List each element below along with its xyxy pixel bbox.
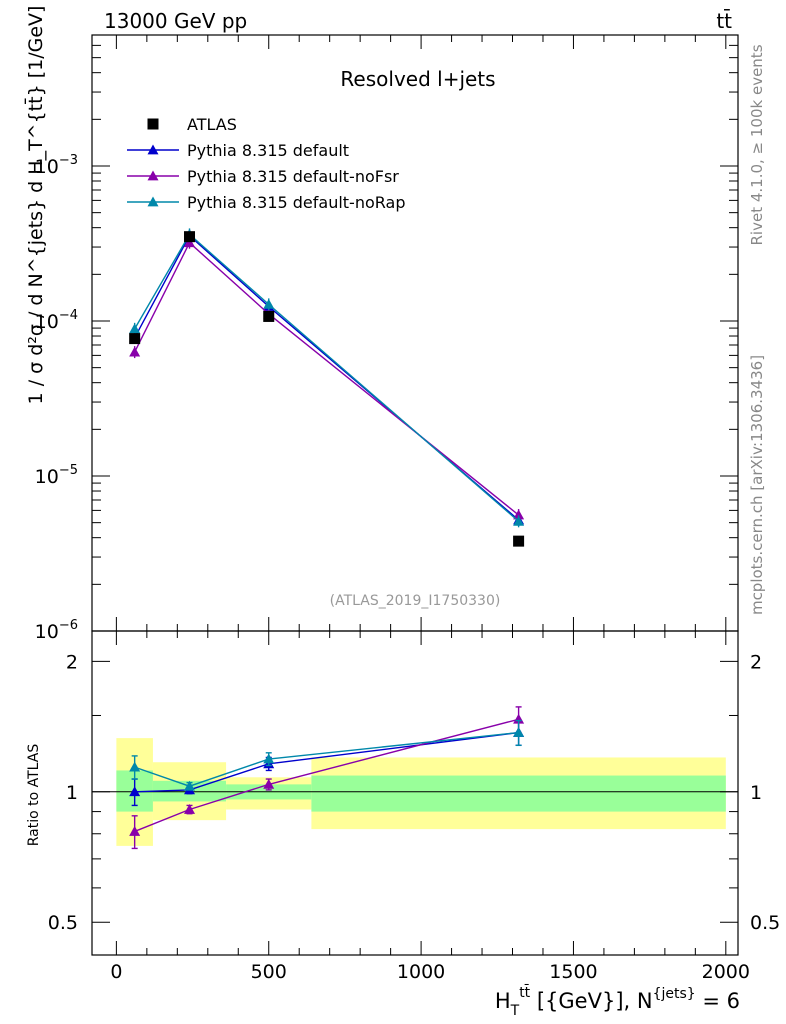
atlas-data-point (513, 535, 525, 547)
ratio-plot-frame (91, 630, 739, 956)
legend-marker-atlas (147, 118, 159, 130)
atlas-data-point (263, 310, 275, 322)
process-label: tt̄ (716, 8, 732, 33)
series-point-ratio (184, 804, 196, 814)
mcplots-label: mcplots.cern.ch [arXiv:1306.3436] (748, 355, 766, 615)
chart-title: Resolved l+jets (340, 67, 495, 91)
series-point-ratio (263, 753, 275, 764)
legend-label-2: Pythia 8.315 default-noRap (187, 193, 405, 212)
series-point-main (513, 515, 525, 526)
series-line-ratio-0 (134, 731, 519, 793)
series-point-ratio (184, 780, 196, 791)
series-point-main (129, 323, 141, 334)
energy-label: 13000 GeV pp (104, 9, 247, 33)
series-line-main-0 (134, 234, 520, 521)
rivet-label: Rivet 4.1.0, ≥ 100k events (748, 44, 766, 245)
y-axis-label: 1 / σ d²σ / d N^{jets} d H_T^{tt̄} [1/Ge… (23, 6, 47, 405)
series-line-main-1 (134, 241, 520, 516)
legend-marker-0 (147, 144, 159, 155)
x-tick-label: 0 (110, 961, 122, 983)
legend-marker-1 (147, 170, 159, 181)
x-axis-label: HTtt̄ [{GeV}], N{jets} = 6 (495, 983, 740, 1019)
ratio-tick-label-left: 1 (66, 782, 78, 804)
atlas-data-point (184, 231, 196, 243)
x-tick-label: 2000 (702, 961, 750, 983)
y-tick-label: 10−6 (35, 618, 78, 643)
legend-marker-2 (147, 196, 159, 207)
y-tick-label: 10−5 (35, 463, 78, 488)
ratio-y-axis-label: Ratio to ATLAS (26, 744, 42, 847)
series-line-ratio-2 (134, 731, 519, 787)
ratio-tick-label-right: 2 (750, 651, 762, 673)
analysis-id: (ATLAS_2019_I1750330) (330, 593, 501, 609)
x-tick-label: 500 (251, 961, 287, 983)
y-tick-label: 10−4 (35, 308, 78, 333)
ratio-tick-label-left: 2 (66, 651, 78, 673)
x-tick-label: 1000 (397, 961, 445, 983)
series-point-main (513, 509, 525, 520)
series-point-main (129, 346, 141, 357)
ratio-tick-label-right: 0.5 (750, 912, 780, 934)
series-line-main-2 (134, 233, 520, 522)
series-point-ratio (129, 761, 141, 772)
ratio-tick-label-left: 0.5 (48, 912, 78, 934)
y-tick-label: 10−3 (35, 153, 78, 178)
atlas-data-point (129, 333, 141, 345)
series-line-ratio-1 (134, 718, 519, 833)
x-tick-label: 1500 (549, 961, 597, 983)
series-point-ratio (513, 727, 525, 737)
series-point-main (263, 298, 275, 309)
ratio-tick-label-right: 1 (750, 782, 762, 804)
legend-label-1: Pythia 8.315 default-noFsr (187, 167, 399, 186)
legend-label-0: Pythia 8.315 default (187, 141, 349, 160)
ratio-band-inner (311, 775, 726, 812)
series-point-ratio (263, 778, 275, 789)
series-point-ratio (129, 786, 141, 797)
series-point-ratio (129, 825, 141, 836)
legend-label-atlas: ATLAS (187, 115, 237, 134)
